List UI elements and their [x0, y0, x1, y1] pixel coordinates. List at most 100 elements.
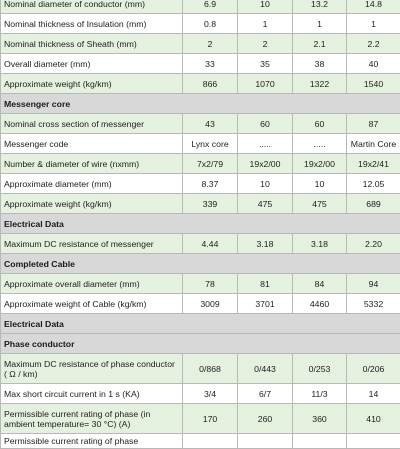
spec-value: 3.18 [293, 234, 347, 254]
spec-value: 43 [183, 114, 238, 134]
spec-value: 5332 [347, 294, 400, 314]
spec-value: 10 [238, 0, 293, 14]
section-title: Messenger core [1, 94, 400, 114]
spec-value: 60 [293, 114, 347, 134]
spec-label: Approximate weight of Cable (kg/km) [1, 294, 183, 314]
spec-value: 260 [238, 404, 293, 434]
spec-value: 339 [183, 194, 238, 214]
spec-value [347, 434, 400, 449]
spec-value: 12.05 [347, 174, 400, 194]
spec-value: 19x2/41 [347, 154, 400, 174]
spec-value: 1322 [293, 74, 347, 94]
section-header-row: Phase conductor [1, 334, 400, 354]
spec-value: ..... [293, 134, 347, 154]
spec-value: Martin Core [347, 134, 400, 154]
spec-value: 8.37 [183, 174, 238, 194]
spec-value: 2.2 [347, 34, 400, 54]
spec-value: 1 [293, 14, 347, 34]
spec-value: 3701 [238, 294, 293, 314]
spec-value: 1070 [238, 74, 293, 94]
spec-value: 3.18 [238, 234, 293, 254]
section-title: Completed Cable [1, 254, 400, 274]
spec-value [183, 434, 238, 449]
spec-value: 2.20 [347, 234, 400, 254]
spec-row: Permissible current rating of phase [1, 434, 400, 449]
spec-label: Nominal cross section of messenger [1, 114, 183, 134]
section-header-row: Electrical Data [1, 214, 400, 234]
spec-value: 2 [238, 34, 293, 54]
spec-value: 866 [183, 74, 238, 94]
spec-value: 6/7 [238, 384, 293, 404]
spec-value: 84 [293, 274, 347, 294]
spec-value: 4460 [293, 294, 347, 314]
spec-label: Approximate weight (kg/km) [1, 74, 183, 94]
section-header-row: Completed Cable [1, 254, 400, 274]
spec-value [238, 434, 293, 449]
spec-label: Approximate diameter (mm) [1, 174, 183, 194]
spec-row: Maximum DC resistance of phase conductor… [1, 354, 400, 384]
section-title: Phase conductor [1, 334, 400, 354]
spec-value: 475 [293, 194, 347, 214]
spec-value: 0/253 [293, 354, 347, 384]
spec-row: Permissible current rating of phase (in … [1, 404, 400, 434]
spec-label: Nominal diameter of conductor (mm) [1, 0, 183, 14]
spec-value: 7x2/79 [183, 154, 238, 174]
spec-label: Approximate weight (kg/km) [1, 194, 183, 214]
section-header-row: Messenger core [1, 94, 400, 114]
spec-value: 2 [183, 34, 238, 54]
section-title: Electrical Data [1, 214, 400, 234]
spec-value: 78 [183, 274, 238, 294]
spec-value: 6.9 [183, 0, 238, 14]
spec-value: 38 [293, 54, 347, 74]
section-header-row: Electrical Data [1, 314, 400, 334]
spec-value: 3009 [183, 294, 238, 314]
spec-value: 170 [183, 404, 238, 434]
spec-value [293, 434, 347, 449]
spec-value: 0.8 [183, 14, 238, 34]
spec-value: 19x2/00 [238, 154, 293, 174]
spec-value: 14 [347, 384, 400, 404]
section-title: Electrical Data [1, 314, 400, 334]
spec-value: 360 [293, 404, 347, 434]
spec-value: 87 [347, 114, 400, 134]
spec-value: 60 [238, 114, 293, 134]
spec-value: 0/206 [347, 354, 400, 384]
spec-value: 1 [347, 14, 400, 34]
spec-value: 35 [238, 54, 293, 74]
spec-value: 33 [183, 54, 238, 74]
spec-value: 94 [347, 274, 400, 294]
spec-value: 3/4 [183, 384, 238, 404]
spec-value: 1 [238, 14, 293, 34]
spec-label: Maximum DC resistance of phase conductor… [1, 354, 183, 384]
spec-value: 689 [347, 194, 400, 214]
spec-value: 4.44 [183, 234, 238, 254]
spec-value: 11/3 [293, 384, 347, 404]
spec-value: 14.8 [347, 0, 400, 14]
spec-label: Messenger code [1, 134, 183, 154]
spec-value: 1540 [347, 74, 400, 94]
spec-label: Permissible current rating of phase [1, 434, 183, 449]
spec-label: Nominal thickness of Sheath (mm) [1, 34, 183, 54]
spec-label: Number & diameter of wire (nxmm) [1, 154, 183, 174]
spec-value: 0/443 [238, 354, 293, 384]
spec-value: 2.1 [293, 34, 347, 54]
spec-value: 0/868 [183, 354, 238, 384]
spec-value: 81 [238, 274, 293, 294]
spec-row: Max short circuit current in 1 s (KA)3/4… [1, 384, 400, 404]
spec-label: Overall diameter (mm) [1, 54, 183, 74]
spec-value: 10 [293, 174, 347, 194]
